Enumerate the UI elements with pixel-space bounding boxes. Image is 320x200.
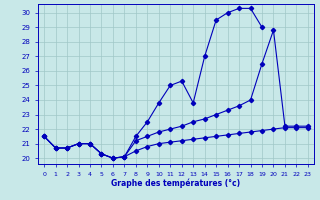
X-axis label: Graphe des températures (°c): Graphe des températures (°c) <box>111 178 241 188</box>
